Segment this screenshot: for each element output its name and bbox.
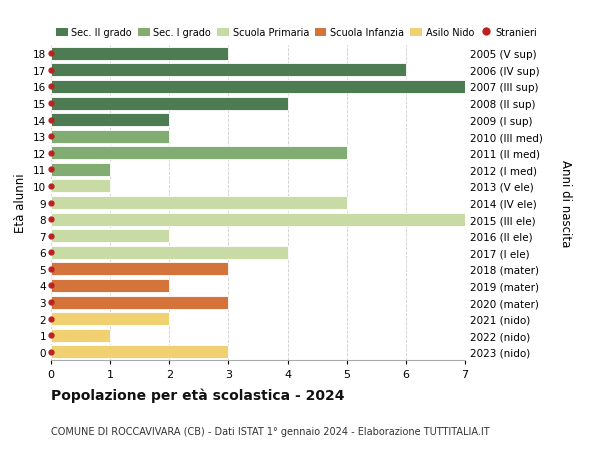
Bar bbox=[51, 313, 169, 325]
Y-axis label: Età alunni: Età alunni bbox=[14, 174, 28, 233]
Bar bbox=[51, 81, 465, 94]
Legend: Sec. II grado, Sec. I grado, Scuola Primaria, Scuola Infanzia, Asilo Nido, Stran: Sec. II grado, Sec. I grado, Scuola Prim… bbox=[56, 28, 537, 38]
Y-axis label: Anni di nascita: Anni di nascita bbox=[559, 160, 572, 246]
Bar bbox=[51, 263, 229, 276]
Bar bbox=[51, 280, 169, 292]
Text: Popolazione per età scolastica - 2024: Popolazione per età scolastica - 2024 bbox=[51, 388, 344, 403]
Bar bbox=[51, 130, 169, 143]
Bar bbox=[51, 48, 229, 61]
Bar bbox=[51, 97, 287, 110]
Bar bbox=[51, 163, 110, 176]
Bar bbox=[51, 180, 110, 193]
Bar bbox=[51, 114, 169, 127]
Bar bbox=[51, 196, 347, 210]
Bar bbox=[51, 246, 287, 259]
Bar bbox=[51, 147, 347, 160]
Bar bbox=[51, 64, 406, 77]
Bar bbox=[51, 296, 229, 309]
Bar bbox=[51, 230, 169, 243]
Text: COMUNE DI ROCCAVIVARA (CB) - Dati ISTAT 1° gennaio 2024 - Elaborazione TUTTITALI: COMUNE DI ROCCAVIVARA (CB) - Dati ISTAT … bbox=[51, 426, 490, 436]
Bar bbox=[51, 213, 465, 226]
Bar bbox=[51, 329, 110, 342]
Bar bbox=[51, 346, 229, 358]
